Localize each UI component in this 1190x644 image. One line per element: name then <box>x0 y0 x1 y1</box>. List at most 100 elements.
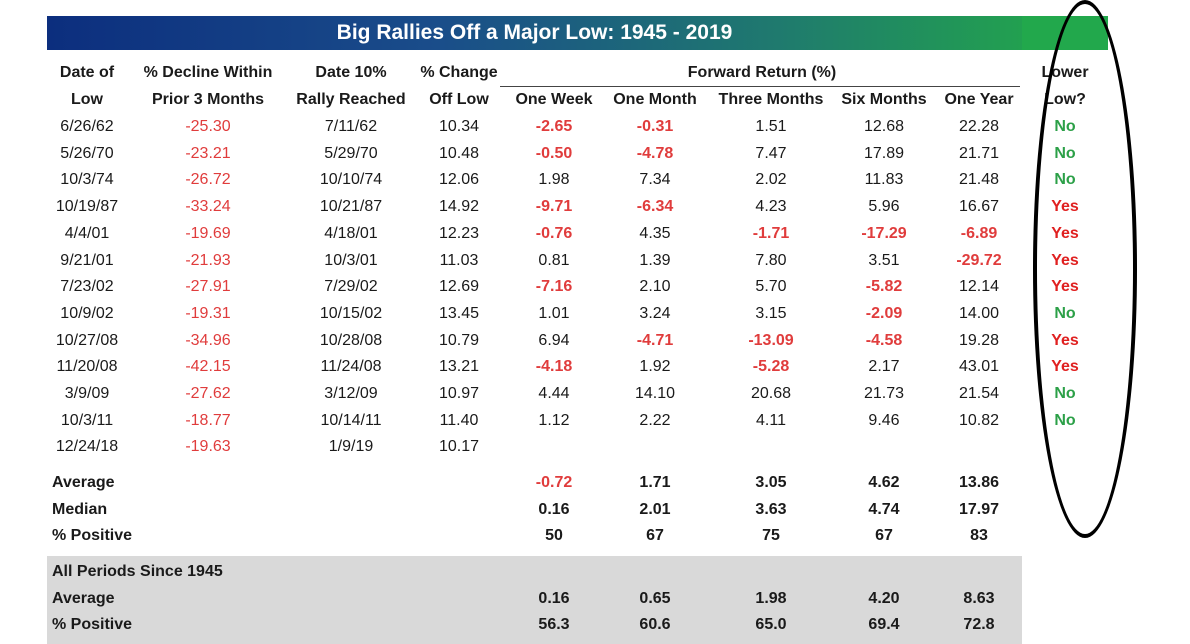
all-periods-value: 72.8 <box>963 616 995 633</box>
cell-one-month: 4.35 <box>639 224 671 242</box>
cell-date-low: 9/21/01 <box>60 251 114 269</box>
header-forward-return: Forward Return (%) <box>687 64 837 81</box>
cell-pct-change: 10.34 <box>438 118 480 135</box>
cell-date-rally: 11/24/08 <box>320 358 382 376</box>
cell-six-months: 3.51 <box>868 251 900 269</box>
cell-one-month: 14.10 <box>634 385 676 402</box>
summary-value: 13.86 <box>958 474 1000 491</box>
cell-three-months: 2.02 <box>755 171 787 189</box>
cell-date-rally: 10/21/87 <box>319 198 383 216</box>
cell-one-year: 14.00 <box>958 304 1000 322</box>
header-pct-change-line1: % Change <box>420 64 498 81</box>
cell-one-year: 21.54 <box>958 385 1000 402</box>
cell-date-low: 10/3/74 <box>60 171 114 189</box>
cell-one-month: -0.31 <box>636 118 674 135</box>
all-periods-value: 0.16 <box>538 590 570 607</box>
all-periods-value: 69.4 <box>868 616 900 633</box>
cell-six-months: 21.73 <box>863 385 905 402</box>
cell-date-low: 10/9/02 <box>60 304 114 322</box>
summary-value: 4.62 <box>868 474 900 491</box>
cell-one-week: 1.98 <box>538 171 570 189</box>
summary-value: 50 <box>545 527 563 545</box>
cell-one-week: 1.12 <box>538 411 570 429</box>
cell-pct-change: 11.40 <box>439 411 479 429</box>
cell-date-low: 12/24/18 <box>55 438 119 456</box>
cell-one-week: -0.50 <box>535 144 573 162</box>
cell-date-rally: 10/3/01 <box>324 251 378 269</box>
cell-one-month: 1.92 <box>639 358 671 376</box>
cell-date-rally: 7/11/62 <box>324 118 378 135</box>
cell-pct-change: 11.03 <box>439 251 479 269</box>
cell-date-rally: 4/18/01 <box>324 224 378 242</box>
cell-pct-change: 13.45 <box>438 304 480 322</box>
cell-three-months: 3.15 <box>755 304 787 322</box>
cell-one-year: 16.67 <box>958 198 1000 216</box>
cell-one-week: -9.71 <box>535 198 573 216</box>
cell-date-rally: 1/9/19 <box>328 438 374 456</box>
cell-pct-change: 13.21 <box>438 358 480 376</box>
all-periods-value: 8.63 <box>963 590 995 607</box>
cell-decline: -27.62 <box>185 385 231 402</box>
cell-one-week: 1.01 <box>538 304 570 322</box>
cell-decline: -19.63 <box>185 438 231 456</box>
cell-pct-change: 12.06 <box>438 171 480 189</box>
cell-one-week: -0.76 <box>535 224 573 242</box>
header-one-year: One Year <box>944 91 1014 108</box>
cell-three-months: 1.51 <box>755 118 787 135</box>
summary-value: 67 <box>646 527 664 545</box>
cell-date-rally: 10/15/02 <box>319 304 383 322</box>
table-title: Big Rallies Off a Major Low: 1945 - 2019 <box>47 16 1022 50</box>
cell-pct-change: 12.69 <box>438 278 480 296</box>
cell-decline: -19.31 <box>185 304 231 322</box>
cell-one-month: -4.71 <box>636 331 674 349</box>
cell-date-low: 10/19/87 <box>55 198 119 216</box>
all-periods-label: All Periods Since 1945 <box>52 563 223 580</box>
summary-value: 3.05 <box>755 474 787 491</box>
header-date-low-line2: Low <box>71 91 103 108</box>
cell-one-week: 6.94 <box>538 331 570 349</box>
summary-value: 83 <box>970 527 988 545</box>
all-periods-value: 0.65 <box>639 590 671 607</box>
header-three-months: Three Months <box>718 91 824 108</box>
cell-six-months: 17.89 <box>863 144 905 162</box>
header-date-low-line1: Date of <box>59 64 115 81</box>
cell-one-year: -6.89 <box>960 224 998 242</box>
cell-pct-change: 14.92 <box>438 198 480 216</box>
cell-date-rally: 10/14/11 <box>320 411 382 429</box>
cell-six-months: 5.96 <box>868 198 900 216</box>
cell-date-low: 6/26/62 <box>60 118 114 135</box>
all-periods-value: 4.20 <box>868 590 900 607</box>
cell-one-year: -29.72 <box>956 251 1002 269</box>
cell-one-year: 19.28 <box>958 331 1000 349</box>
cell-one-year: 10.82 <box>958 411 1000 429</box>
cell-six-months: 12.68 <box>863 118 905 135</box>
summary-value: 75 <box>762 527 780 545</box>
cell-three-months: 7.80 <box>755 251 787 269</box>
cell-decline: -42.15 <box>185 358 231 376</box>
cell-date-low: 11/20/08 <box>56 358 118 376</box>
highlight-oval <box>1033 0 1137 538</box>
cell-one-month: 3.24 <box>639 304 671 322</box>
cell-pct-change: 10.48 <box>438 144 480 162</box>
cell-date-rally: 3/12/09 <box>324 385 378 402</box>
cell-six-months: -5.82 <box>865 278 903 296</box>
cell-decline: -23.21 <box>185 144 231 162</box>
cell-six-months: -4.58 <box>865 331 903 349</box>
cell-one-year: 43.01 <box>958 358 1000 376</box>
cell-three-months: 5.70 <box>755 278 787 296</box>
cell-pct-change: 12.23 <box>438 224 480 242</box>
cell-date-low: 5/26/70 <box>60 144 114 162</box>
cell-three-months: 7.47 <box>755 144 787 162</box>
cell-six-months: -2.09 <box>865 304 903 322</box>
summary-label: Median <box>52 500 108 518</box>
cell-one-month: 2.10 <box>639 278 671 296</box>
summary-value: 67 <box>875 527 893 545</box>
summary-value: -0.72 <box>535 474 573 491</box>
header-date-rally-line1: Date 10% <box>315 64 387 81</box>
cell-three-months: 20.68 <box>750 385 792 402</box>
summary-value: 3.63 <box>755 500 787 518</box>
summary-value: 4.74 <box>868 500 900 518</box>
cell-one-year: 12.14 <box>958 278 1000 296</box>
cell-one-week: 4.44 <box>538 385 570 402</box>
cell-one-month: 1.39 <box>639 251 671 269</box>
